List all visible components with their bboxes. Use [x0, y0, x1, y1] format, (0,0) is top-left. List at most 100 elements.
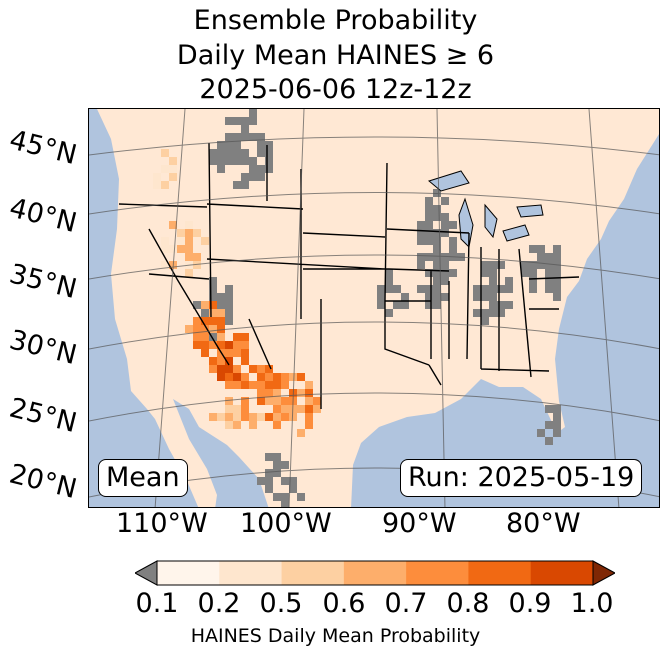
- masked-cell: [425, 237, 433, 245]
- probability-cell: [169, 245, 177, 253]
- colorbar-tick-5: 0.8: [446, 588, 490, 619]
- masked-cell: [289, 477, 297, 485]
- masked-cell: [257, 149, 265, 157]
- probability-cell: [185, 245, 193, 253]
- masked-cell: [225, 317, 233, 325]
- masked-cell: [249, 157, 257, 165]
- masked-cell: [225, 149, 233, 157]
- probability-cell: [201, 237, 209, 245]
- probability-cell: [241, 413, 249, 421]
- masked-cell: [265, 485, 273, 493]
- masked-cell: [377, 293, 385, 301]
- probability-cell: [217, 325, 225, 333]
- masked-cell: [385, 309, 393, 317]
- probability-cell: [241, 357, 249, 365]
- probability-cell: [193, 229, 201, 237]
- masked-cell: [505, 277, 513, 285]
- masked-cell: [537, 261, 545, 269]
- masked-cell: [433, 301, 441, 309]
- masked-cell: [257, 173, 265, 181]
- masked-cell: [209, 333, 217, 341]
- colorbar-tick-0: 0.1: [135, 588, 179, 619]
- probability-cell: [305, 389, 313, 397]
- colorbar-tick-3: 0.6: [322, 588, 366, 619]
- probability-cell: [233, 373, 241, 381]
- probability-cell: [225, 349, 233, 357]
- masked-cell: [209, 293, 217, 301]
- masked-cell: [537, 253, 545, 261]
- masked-cell: [489, 261, 497, 269]
- masked-cell: [209, 285, 217, 293]
- masked-cell: [265, 157, 273, 165]
- masked-cell: [273, 493, 281, 501]
- colorbar: [135, 560, 615, 586]
- lon-label-100: 100°W: [240, 508, 332, 539]
- probability-cell: [209, 309, 217, 317]
- probability-cell: [257, 373, 265, 381]
- masked-cell: [489, 285, 497, 293]
- probability-cell: [265, 365, 273, 373]
- probability-cell: [209, 413, 217, 421]
- masked-cell: [553, 429, 561, 437]
- probability-cell: [273, 413, 281, 421]
- masked-cell: [425, 197, 433, 205]
- probability-cell: [281, 397, 289, 405]
- masked-cell: [441, 197, 449, 205]
- masked-cell: [441, 213, 449, 221]
- masked-cell: [449, 269, 457, 277]
- probability-cell: [233, 365, 241, 373]
- probability-cell: [313, 397, 321, 405]
- probability-cell: [217, 341, 225, 349]
- statistic-label-box: Mean: [98, 459, 188, 497]
- masked-cell: [249, 117, 257, 125]
- masked-cell: [497, 285, 505, 293]
- colorbar-tick-2: 0.5: [259, 588, 303, 619]
- lon-label-80: 80°W: [506, 508, 581, 539]
- masked-cell: [473, 293, 481, 301]
- probability-cell: [201, 317, 209, 325]
- probability-cell: [233, 413, 241, 421]
- masked-cell: [441, 269, 449, 277]
- probability-cell: [305, 397, 313, 405]
- masked-cell: [233, 181, 241, 189]
- probability-cell: [193, 341, 201, 349]
- probability-cell: [161, 245, 169, 253]
- masked-cell: [537, 429, 545, 437]
- probability-cell: [265, 373, 273, 381]
- masked-cell: [377, 301, 385, 309]
- masked-cell: [417, 237, 425, 245]
- map-panel: [88, 108, 660, 508]
- masked-cell: [417, 221, 425, 229]
- lon-label-110: 110°W: [116, 508, 208, 539]
- masked-cell: [441, 253, 449, 261]
- probability-cell: [217, 357, 225, 365]
- graticule-lines: [89, 109, 659, 507]
- probability-cell: [265, 381, 273, 389]
- great-lakes: [427, 170, 544, 249]
- title-line-3: 2025-06-06 12z-12z: [199, 74, 472, 105]
- masked-cell: [385, 285, 393, 293]
- masked-cell: [225, 157, 233, 165]
- probability-cell: [313, 405, 321, 413]
- masked-cell: [257, 165, 265, 173]
- masked-cell: [553, 413, 561, 421]
- masked-cell: [233, 141, 241, 149]
- probability-cell: [177, 229, 185, 237]
- masked-cell: [529, 261, 537, 269]
- probability-cell: [233, 381, 241, 389]
- probability-cell: [265, 413, 273, 421]
- masked-cell: [241, 181, 249, 189]
- masked-cell: [497, 261, 505, 269]
- masked-cell: [433, 245, 441, 253]
- masked-cell: [433, 237, 441, 245]
- masked-cell: [297, 493, 305, 501]
- probability-cell: [297, 389, 305, 397]
- masked-cell: [497, 309, 505, 317]
- probability-cell: [209, 341, 217, 349]
- probability-cell: [225, 421, 233, 429]
- colorbar-bin: [468, 561, 532, 585]
- probability-cell: [249, 381, 257, 389]
- masked-cell: [193, 301, 201, 309]
- masked-cell: [433, 261, 441, 269]
- masked-cell: [489, 277, 497, 285]
